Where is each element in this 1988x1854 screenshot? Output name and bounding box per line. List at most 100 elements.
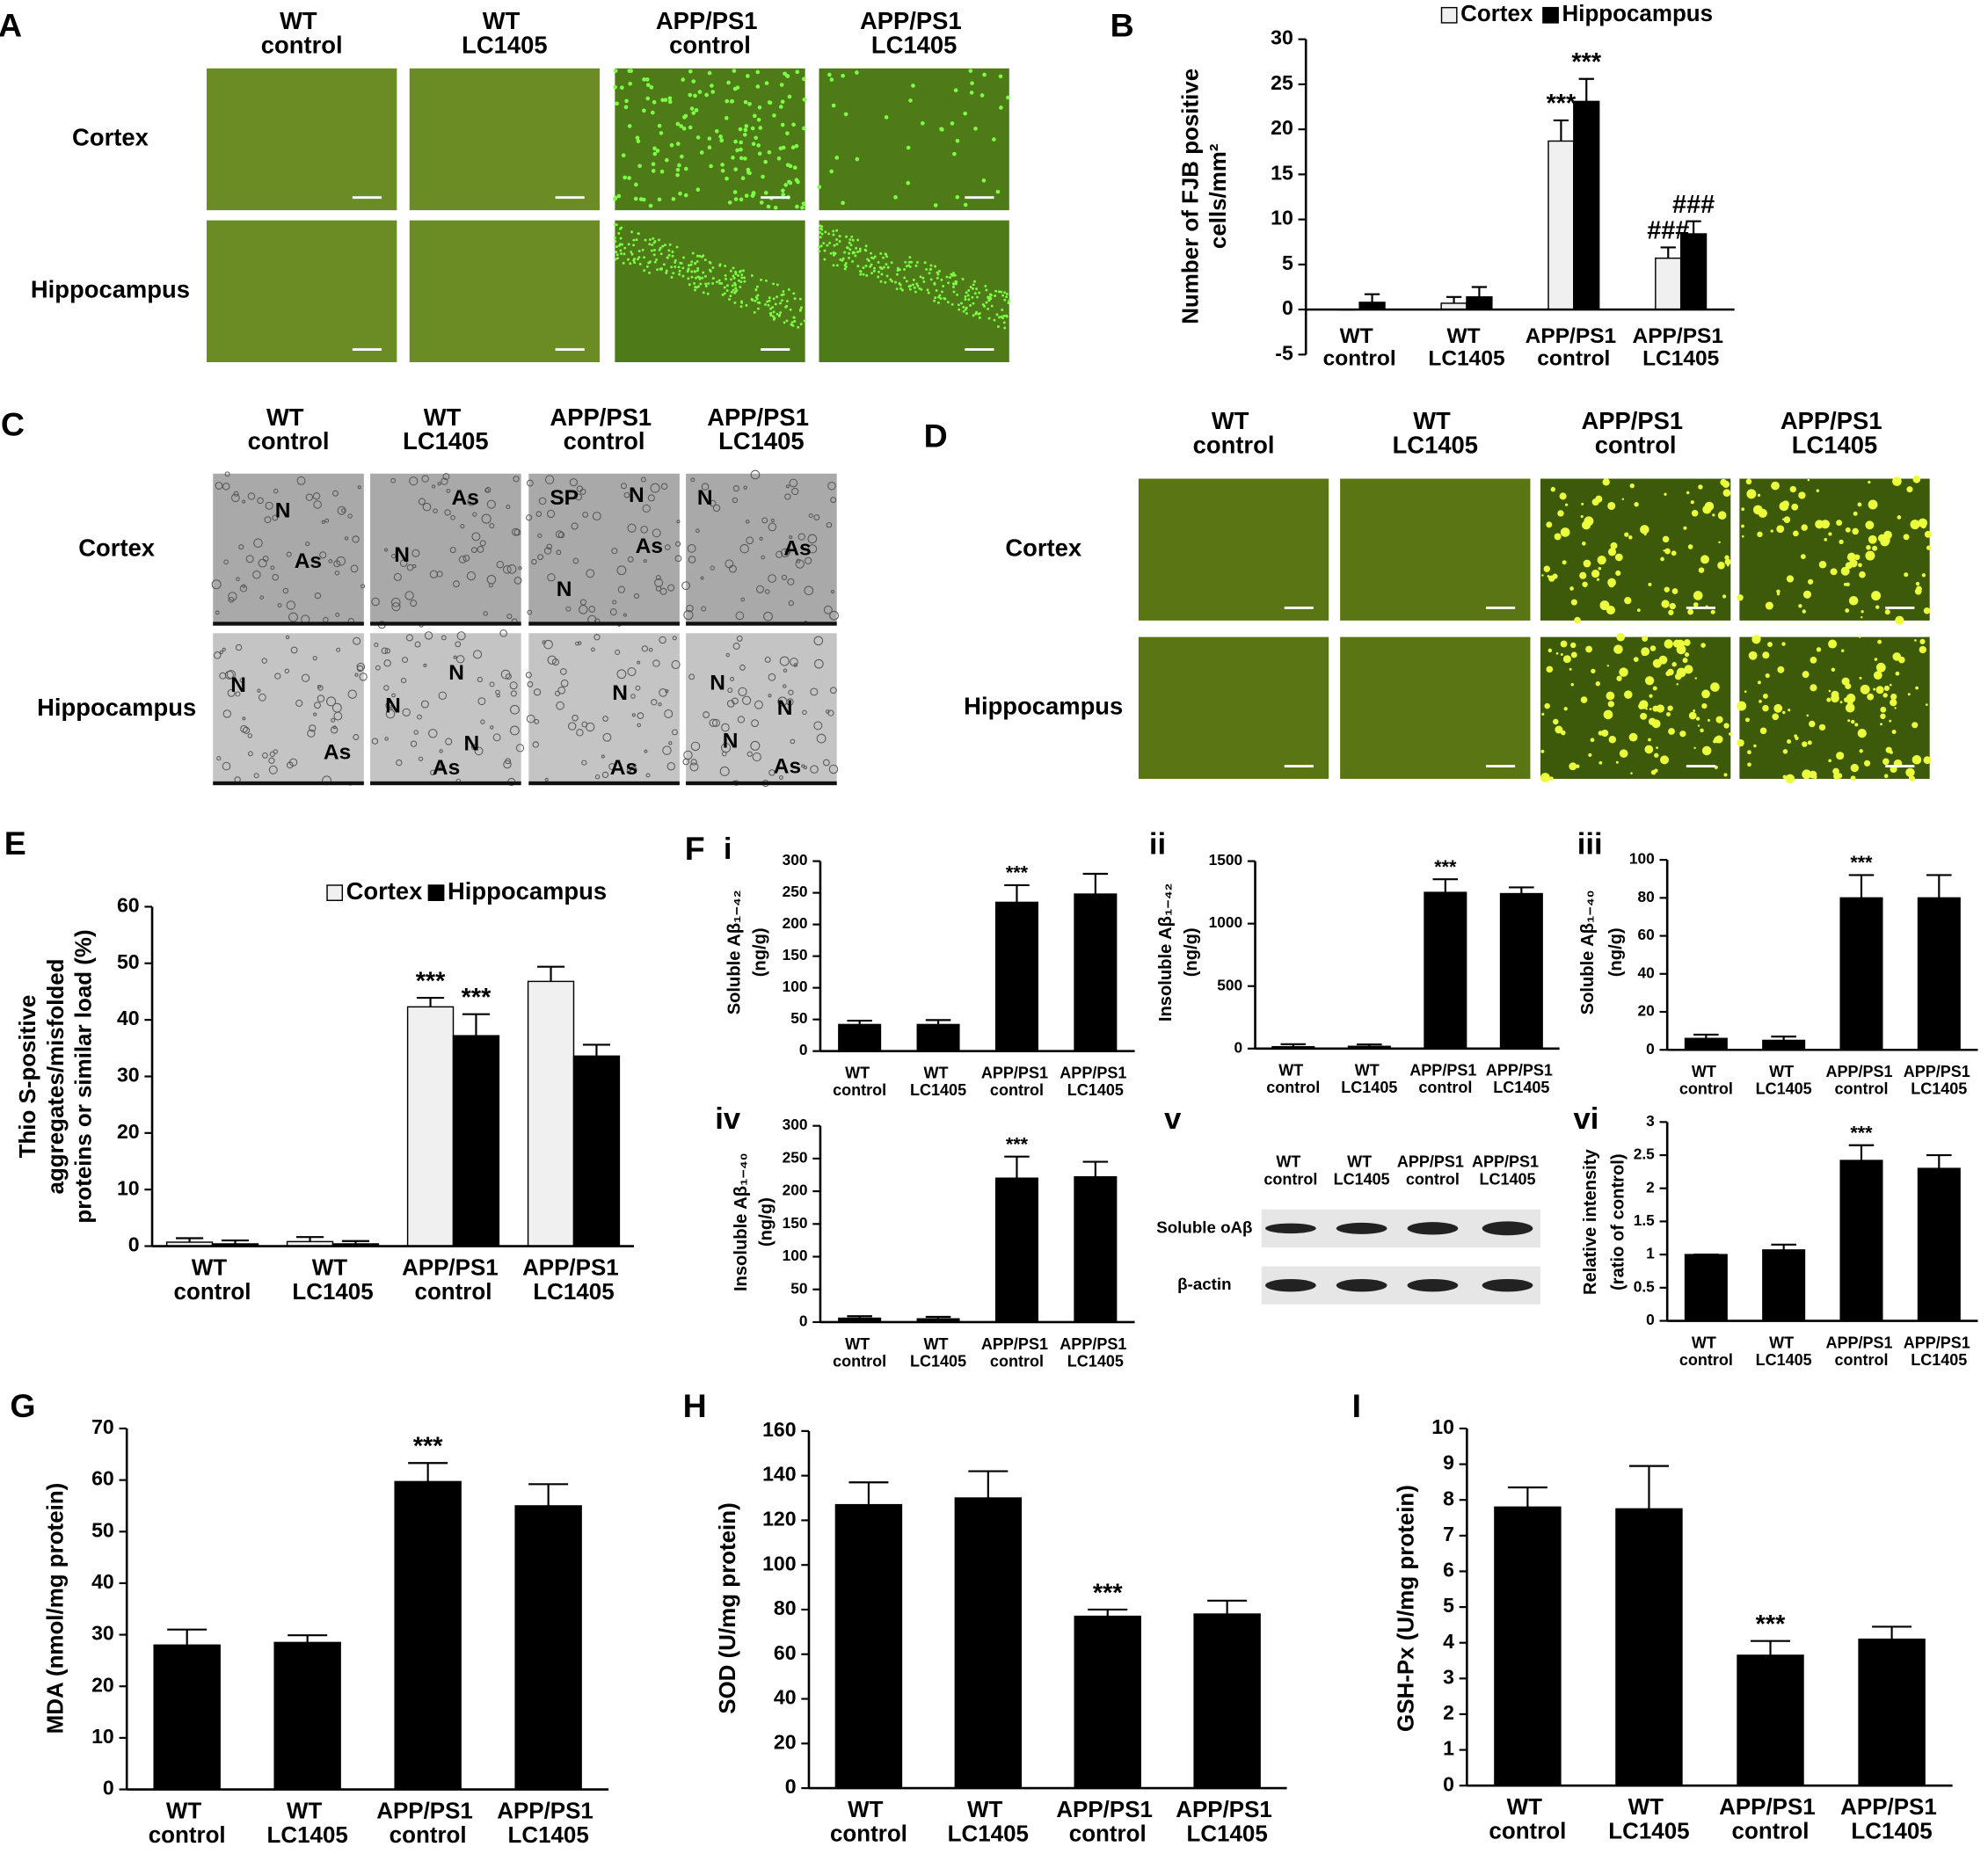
fluorescent-cell	[997, 290, 1001, 294]
fluorescent-cell	[831, 103, 836, 108]
fluorescent-cell	[739, 300, 743, 303]
plaque	[1701, 689, 1710, 699]
plaque	[1660, 556, 1664, 562]
plaque	[1580, 515, 1584, 519]
plaque	[1919, 645, 1926, 654]
fluorescent-cell	[653, 260, 657, 264]
organelle	[356, 662, 365, 672]
plaque	[1628, 732, 1638, 742]
organelle	[572, 715, 579, 722]
fluorescent-cell	[964, 294, 967, 298]
y-axis-label: Soluble Aβ₁₋₄₀	[1578, 890, 1598, 1014]
plaque	[1737, 738, 1744, 747]
fluorescent-cell	[635, 238, 638, 242]
y-tick-label: 25	[1271, 71, 1293, 94]
x-tick-label: WT control	[833, 1064, 886, 1098]
fluorescent-cell	[774, 302, 777, 306]
fluorescent-cell	[757, 105, 762, 110]
error-bar	[1848, 1144, 1875, 1161]
organelle	[665, 689, 669, 694]
fluorescent-cell	[734, 287, 738, 290]
plaque	[1918, 518, 1927, 528]
plaque	[1782, 518, 1785, 520]
y-tick-label: 50	[790, 1009, 807, 1027]
fluorescent-cell	[757, 151, 762, 156]
fluorescent-cell	[718, 135, 723, 139]
micrograph	[207, 68, 397, 211]
fluorescent-cell	[667, 99, 673, 105]
organelle	[609, 608, 617, 616]
fluorescent-cell	[989, 294, 993, 297]
y-axis-label: Insoluble Aβ₁₋₄₂	[1156, 883, 1176, 1022]
organelle	[314, 702, 321, 709]
column-header: WT LC1405	[1393, 407, 1478, 458]
cell-label: N	[464, 732, 480, 756]
fluorescent-cell	[696, 266, 700, 270]
fluorescent-cell	[695, 286, 699, 289]
column-header: APP/PS1 LC1405	[860, 7, 968, 58]
fluorescent-cell	[732, 69, 737, 73]
organelle	[489, 523, 495, 529]
bar	[1762, 1249, 1806, 1322]
bar	[916, 1023, 960, 1052]
fluorescent-cell	[754, 287, 758, 291]
fluorescent-cell	[978, 312, 981, 315]
organelle	[695, 528, 700, 534]
plaque	[1683, 639, 1691, 646]
error-bar	[1509, 886, 1534, 894]
fluorescent-cell	[1006, 95, 1010, 100]
plaque	[1576, 764, 1580, 768]
plaque	[1793, 530, 1799, 537]
row-label: Hippocampus	[964, 693, 1123, 720]
organelle	[391, 602, 401, 612]
plaque	[1660, 755, 1670, 765]
fluorescent-cell	[960, 302, 963, 305]
fluorescent-cell	[921, 276, 925, 280]
organelle	[709, 718, 718, 728]
y-tick-label: 60	[774, 1641, 797, 1664]
organelle	[810, 765, 819, 774]
organelle	[779, 656, 790, 666]
fluorescent-cell	[732, 190, 738, 194]
fluorescent-cell	[794, 143, 799, 149]
fluorescent-cell	[659, 131, 664, 135]
plaque	[1845, 527, 1851, 533]
fluorescent-cell	[904, 260, 907, 264]
organelle	[637, 712, 644, 719]
organelle	[231, 493, 240, 503]
fluorescent-cell	[617, 232, 621, 235]
y-tick-label: 200	[783, 1181, 808, 1199]
organelle	[496, 560, 505, 569]
fluorescent-cell	[615, 245, 618, 249]
plaque	[1889, 683, 1892, 687]
plaque	[1624, 690, 1633, 699]
fluorescent-cell	[801, 201, 806, 207]
plaque	[1914, 587, 1922, 595]
organelle	[568, 722, 577, 731]
error-bar	[1771, 1036, 1796, 1041]
plaque	[1723, 723, 1729, 729]
fluorescent-cell	[725, 289, 729, 292]
organelle	[356, 665, 364, 673]
fluorescent-cell	[730, 290, 733, 294]
plaque	[1809, 720, 1816, 728]
fluorescent-cell	[987, 307, 989, 310]
plaque	[1722, 480, 1730, 488]
organelle	[546, 509, 556, 519]
y-tick-label: 50	[117, 950, 140, 973]
organelle	[455, 641, 462, 648]
organelle	[816, 733, 827, 744]
x-tick-label: APP/PS1 LC1405	[1633, 324, 1729, 371]
fluorescent-cell	[709, 164, 713, 169]
fluorescent-cell	[906, 145, 911, 150]
fluorescent-cell	[723, 292, 726, 295]
error-bar	[925, 1315, 951, 1320]
organelle	[337, 505, 346, 515]
fluorescent-cell	[800, 205, 805, 210]
organelle	[270, 565, 275, 571]
plaque	[1710, 682, 1720, 692]
fluorescent-cell	[617, 244, 621, 247]
fluorescent-cell	[772, 315, 775, 318]
organelle	[328, 558, 333, 563]
fluorescent-cell	[862, 266, 865, 270]
